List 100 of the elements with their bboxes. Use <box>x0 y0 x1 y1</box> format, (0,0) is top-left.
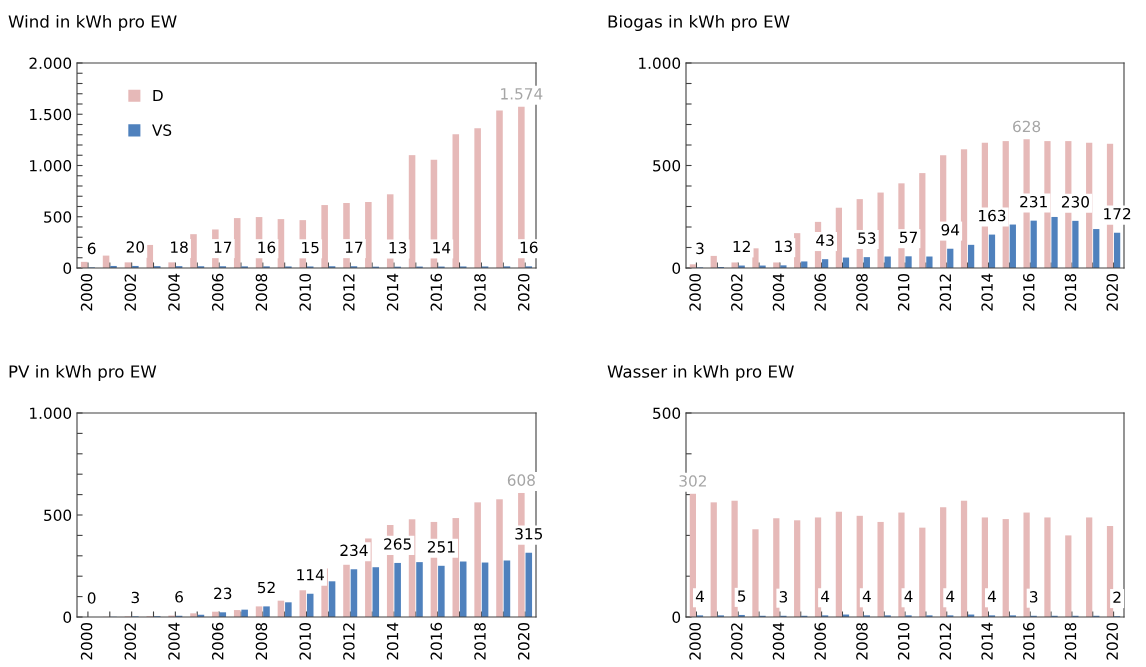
x-tick-label: 2012 <box>343 274 355 311</box>
data-label: 17 <box>214 241 232 253</box>
chart-title: PV in kWh pro EW <box>9 364 157 382</box>
x-tick-label: 2020 <box>517 622 530 660</box>
chart-title: Biogas in kWh pro EW <box>608 14 790 32</box>
y-tick-label: 500 <box>44 211 72 223</box>
data-label: 43 <box>816 234 834 246</box>
data-label: 13 <box>775 240 792 253</box>
y-tick-label: 0 <box>672 611 681 624</box>
x-tick-label: 2004 <box>168 622 180 660</box>
x-tick-label: 2002 <box>731 623 743 660</box>
data-label: 234 <box>340 544 368 557</box>
data-label: 15 <box>302 241 319 254</box>
x-tick-label: 2020 <box>517 273 530 311</box>
x-tick-label: 2012 <box>343 623 355 660</box>
data-label: 3 <box>131 591 139 604</box>
x-tick-label: 2004 <box>772 622 785 660</box>
data-label: 5 <box>738 590 746 602</box>
x-tick-label: 2012 <box>939 623 952 660</box>
x-tick-label: 2014 <box>386 622 399 660</box>
x-tick-label: 2018 <box>1064 273 1077 311</box>
y-tick-label: 1.000 <box>639 57 681 70</box>
data-label: 57 <box>900 231 917 244</box>
data-label: 4 <box>987 590 996 602</box>
x-tick-label: 2016 <box>1023 273 1035 311</box>
x-tick-label: 2004 <box>168 273 180 311</box>
x-tick-label: 2016 <box>430 622 443 660</box>
y-tick-label: 0 <box>63 611 72 624</box>
data-label: 14 <box>433 242 451 254</box>
data-label: 2 <box>1113 591 1121 603</box>
data-label: 302 <box>679 475 706 487</box>
data-label: 13 <box>389 241 407 254</box>
chart-title: Wasser in kWh pro EW <box>607 364 794 382</box>
data-label: 608 <box>507 474 535 486</box>
x-tick-label: 2008 <box>856 622 868 660</box>
data-label: 12 <box>733 240 750 253</box>
x-tick-label: 2000 <box>689 273 701 311</box>
legend-label: D <box>153 89 163 102</box>
x-tick-label: 2000 <box>80 622 93 660</box>
data-label: 4 <box>695 590 704 602</box>
y-tick-label: 0 <box>63 262 72 275</box>
y-tick-label: 1.000 <box>30 159 72 172</box>
y-tick-label: 1.500 <box>30 108 72 121</box>
x-tick-label: 2002 <box>124 274 137 311</box>
data-label: 230 <box>1061 196 1089 208</box>
data-label: 163 <box>979 209 1006 222</box>
y-tick-label: 0 <box>672 262 681 275</box>
data-label: 17 <box>345 241 363 253</box>
data-label: 4 <box>821 590 830 602</box>
x-tick-label: 2016 <box>430 273 443 311</box>
x-tick-label: 2008 <box>255 273 268 311</box>
x-tick-label: 2010 <box>897 622 910 660</box>
data-label: 94 <box>941 223 960 236</box>
data-label: 1.574 <box>501 88 543 100</box>
legend-label: VS <box>152 124 172 136</box>
data-label: 628 <box>1013 120 1041 133</box>
data-label: 18 <box>171 241 188 253</box>
x-tick-label: 2008 <box>255 622 268 660</box>
data-label: 0 <box>87 592 96 604</box>
x-tick-label: 2010 <box>299 622 311 660</box>
data-label: 315 <box>515 528 543 540</box>
data-label: 4 <box>904 590 913 602</box>
x-tick-label: 2014 <box>386 273 399 311</box>
x-tick-label: 2020 <box>1106 273 1118 311</box>
x-tick-label: 2006 <box>211 273 224 311</box>
data-label: 172 <box>1104 207 1131 220</box>
y-tick-label: 500 <box>653 407 681 420</box>
x-tick-label: 2012 <box>939 274 952 311</box>
data-label: 3 <box>1029 591 1038 603</box>
data-label: 3 <box>779 591 788 603</box>
data-label: 23 <box>214 587 232 600</box>
data-label: 53 <box>858 232 876 244</box>
x-tick-label: 2006 <box>814 273 826 311</box>
x-tick-label: 2014 <box>981 622 993 660</box>
x-tick-label: 2002 <box>124 623 137 660</box>
x-tick-label: 2010 <box>299 273 311 311</box>
y-tick-label: 2.000 <box>29 57 72 70</box>
x-tick-label: 2006 <box>211 622 224 660</box>
y-tick-label: 500 <box>44 509 72 522</box>
x-tick-label: 2000 <box>689 622 701 660</box>
x-tick-label: 2014 <box>981 273 993 311</box>
data-label: 3 <box>696 242 704 255</box>
x-tick-label: 2002 <box>731 274 743 311</box>
data-label: 6 <box>175 591 183 603</box>
x-tick-label: 2004 <box>772 273 785 311</box>
x-tick-label: 2018 <box>474 622 486 660</box>
x-tick-label: 2010 <box>897 273 910 311</box>
data-label: 4 <box>946 590 955 602</box>
data-label: 16 <box>520 241 538 254</box>
data-label: 16 <box>258 241 276 254</box>
data-label: 231 <box>1020 195 1047 208</box>
data-label: 4 <box>862 590 871 602</box>
x-tick-label: 2020 <box>1106 622 1118 660</box>
data-label: 20 <box>126 241 145 253</box>
x-tick-label: 2006 <box>814 622 826 660</box>
data-label: 114 <box>297 569 324 581</box>
x-tick-label: 2008 <box>856 273 868 311</box>
data-label: 6 <box>87 242 96 255</box>
x-tick-label: 2000 <box>80 273 93 311</box>
data-label: 52 <box>257 581 275 594</box>
